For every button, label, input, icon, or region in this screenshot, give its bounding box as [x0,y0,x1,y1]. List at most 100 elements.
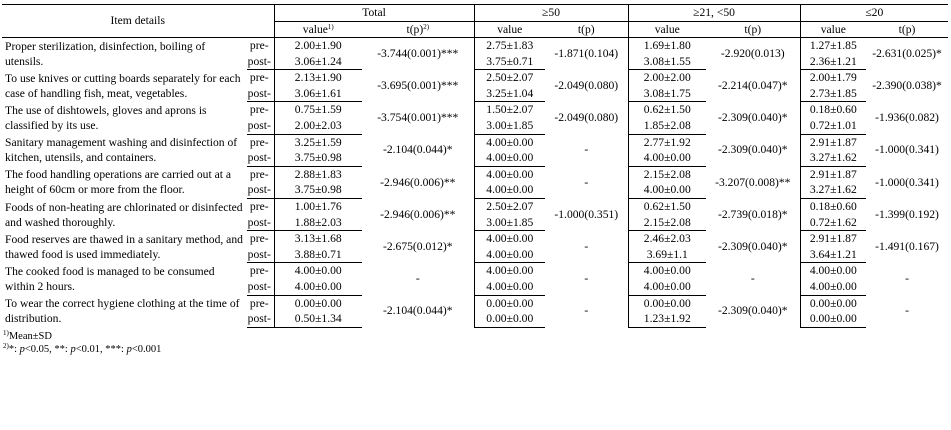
table-body: Proper sterilization, disinfection, boil… [2,37,948,328]
results-table-container: Item details Total ≥50 ≥21, <50 ≤20 valu… [2,4,949,356]
g20-t-statistic: -2.631(0.025)* [872,47,942,61]
post-label: post- [247,214,275,232]
table-row-post: post- 2.00±2.03 3.00±1.85 1.85±2.08 0.72±1.0… [2,117,948,135]
total-t-statistic: -2.946(0.006)** [380,207,456,221]
total-t-statistic: - [415,272,420,286]
g21-t-statistic: -2.309(0.040)* [718,111,788,125]
table-row-pre: Proper sterilization, disinfection, boil… [2,37,948,68]
g50-post-value: 3.00±1.85 [473,117,546,135]
table-row-pre: The cooked food is managed to be consume… [2,262,948,293]
g50-pre-value: 4.00±0.00 [473,230,546,247]
total-t-statistic: -2.104(0.044)* [382,143,453,157]
g50-t-statistic: - [584,143,589,157]
g20-pre-value: 0.00±0.00 [799,295,867,312]
g50-post-value: 4.00±0.00 [473,182,546,199]
item-description: To use knives or cutting boards separate… [5,71,241,100]
total-post-value: 2.00±2.03 [273,117,363,135]
g21-pre-value: 0.00±0.00 [627,295,707,312]
total-t-statistic: -2.946(0.006)** [380,175,456,189]
group-header-20-under: ≤20 [799,4,949,22]
g21-pre-value: 2.00±2.00 [627,69,707,86]
g50-post-value: 3.25±1.04 [473,85,546,103]
g20-t-statistic: -1.000(0.341) [875,175,939,189]
post-label: post- [247,150,275,167]
pre-label: pre- [249,264,269,278]
g20-pre-value: 0.18±0.60 [799,198,867,215]
g50-value-header: value [473,21,546,38]
g21-t-statistic: -2.739(0.018)* [718,207,788,221]
total-post-value: 1.88±2.03 [273,214,363,232]
g20-pre-value: 2.91±1.87 [799,134,867,151]
group-header-total: Total [273,4,475,22]
g21-t-statistic: -3.207(0.008)** [715,175,791,189]
pre-label: pre- [249,135,269,149]
total-post-value: 3.75±0.98 [273,182,363,199]
g50-t-statistic: -1.871(0.104) [554,47,619,61]
pre-label: pre- [249,199,269,213]
total-post-value: 3.06±1.24 [273,53,363,71]
g50-pre-value: 0.00±0.00 [473,295,546,312]
g20-pre-value: 2.00±1.79 [799,69,867,86]
g20-post-value: 2.73±1.85 [799,85,867,103]
g50-post-value: 3.00±1.85 [473,214,546,232]
g50-post-value: 3.75±0.71 [473,53,546,71]
footnote-2: 2)*: p<0.05, **: p<0.01, ***: p<0.001 [3,341,162,355]
g50-tp-header: t(p) [545,21,629,38]
g20-post-value: 2.36±1.21 [799,53,867,71]
g21-pre-value: 1.69±1.80 [627,37,707,54]
total-value-header: value1) [273,21,363,38]
table-row-post: post- 3.75±0.98 4.00±0.00 4.00±0.00 3.27±1.6… [2,182,948,199]
g20-t-statistic: -1.491(0.167) [875,239,939,253]
post-label: post- [247,117,275,135]
total-pre-value: 0.75±1.59 [273,101,363,118]
pre-label: pre- [249,39,269,53]
g20-t-statistic: -1.000(0.341) [875,143,939,157]
total-t-statistic: -3.744(0.001)*** [377,47,459,61]
total-pre-value: 3.25±1.59 [273,134,363,151]
footnote-1: 1)Mean±SD [3,328,52,342]
g50-t-statistic: -2.049(0.080) [554,79,619,93]
g21-t-statistic: -2.309(0.040)* [718,143,788,157]
pre-label: pre- [249,167,269,181]
total-post-value: 0.50±1.34 [273,311,363,328]
total-pre-value: 2.00±1.90 [273,37,363,54]
item-description: To wear the correct hygiene clothing at … [5,297,240,326]
table-row-post: post- 3.88±0.71 4.00±0.00 3.69±1.1 3.64±1.21 [2,246,948,264]
g50-post-value: 0.00±0.00 [473,311,546,328]
g21-post-value: 1.23±1.92 [627,311,707,328]
g20-post-value: 3.27±1.62 [799,150,867,167]
g50-pre-value: 4.00±0.00 [473,134,546,151]
table-row-pre: To wear the correct hygiene clothing at … [2,295,948,325]
table-row-pre: To use knives or cutting boards separate… [2,69,948,100]
pre-label: pre- [249,296,269,310]
g50-post-value: 4.00±0.00 [473,278,546,296]
g20-pre-value: 2.91±1.87 [799,166,867,183]
g50-t-statistic: -2.049(0.080) [554,111,619,125]
post-label: post- [247,85,275,103]
table-row-post: post- 1.88±2.03 3.00±1.85 2.15±2.08 0.72±1.6… [2,214,948,232]
g21-t-statistic: -2.309(0.040)* [718,239,788,253]
post-label: post- [247,311,275,328]
total-tp-header: t(p)2) [362,21,475,38]
table-row-pre: The use of dishtowels, gloves and aprons… [2,101,948,132]
item-details-header: Item details [2,4,275,38]
pre-label: pre- [249,232,269,246]
group-header-50-plus: ≥50 [473,4,629,22]
table-row-pre: Food reserves are thawed in a sanitary m… [2,230,948,261]
total-pre-value: 3.13±1.68 [273,230,363,247]
g20-post-value: 0.72±1.01 [799,117,867,135]
g50-post-value: 4.00±0.00 [473,246,546,264]
post-label: post- [247,53,275,71]
table-header: Item details Total ≥50 ≥21, <50 ≤20 valu… [2,4,949,38]
total-pre-value: 1.00±1.76 [273,198,363,215]
footnotes: 1)Mean±SD 2)*: p<0.05, **: p<0.01, ***: … [2,328,948,356]
g21-tp-header: t(p) [706,21,801,38]
group-header-21-50: ≥21, <50 [627,4,801,22]
g21-pre-value: 2.46±2.03 [627,230,707,247]
g20-t-statistic: -1.399(0.192) [875,207,939,221]
g50-t-statistic: - [584,304,589,318]
total-t-statistic: -2.104(0.044)* [382,304,453,318]
post-label: post- [247,278,275,296]
g20-post-value: 0.00±0.00 [799,311,867,328]
g21-post-value: 3.08±1.55 [627,53,707,71]
